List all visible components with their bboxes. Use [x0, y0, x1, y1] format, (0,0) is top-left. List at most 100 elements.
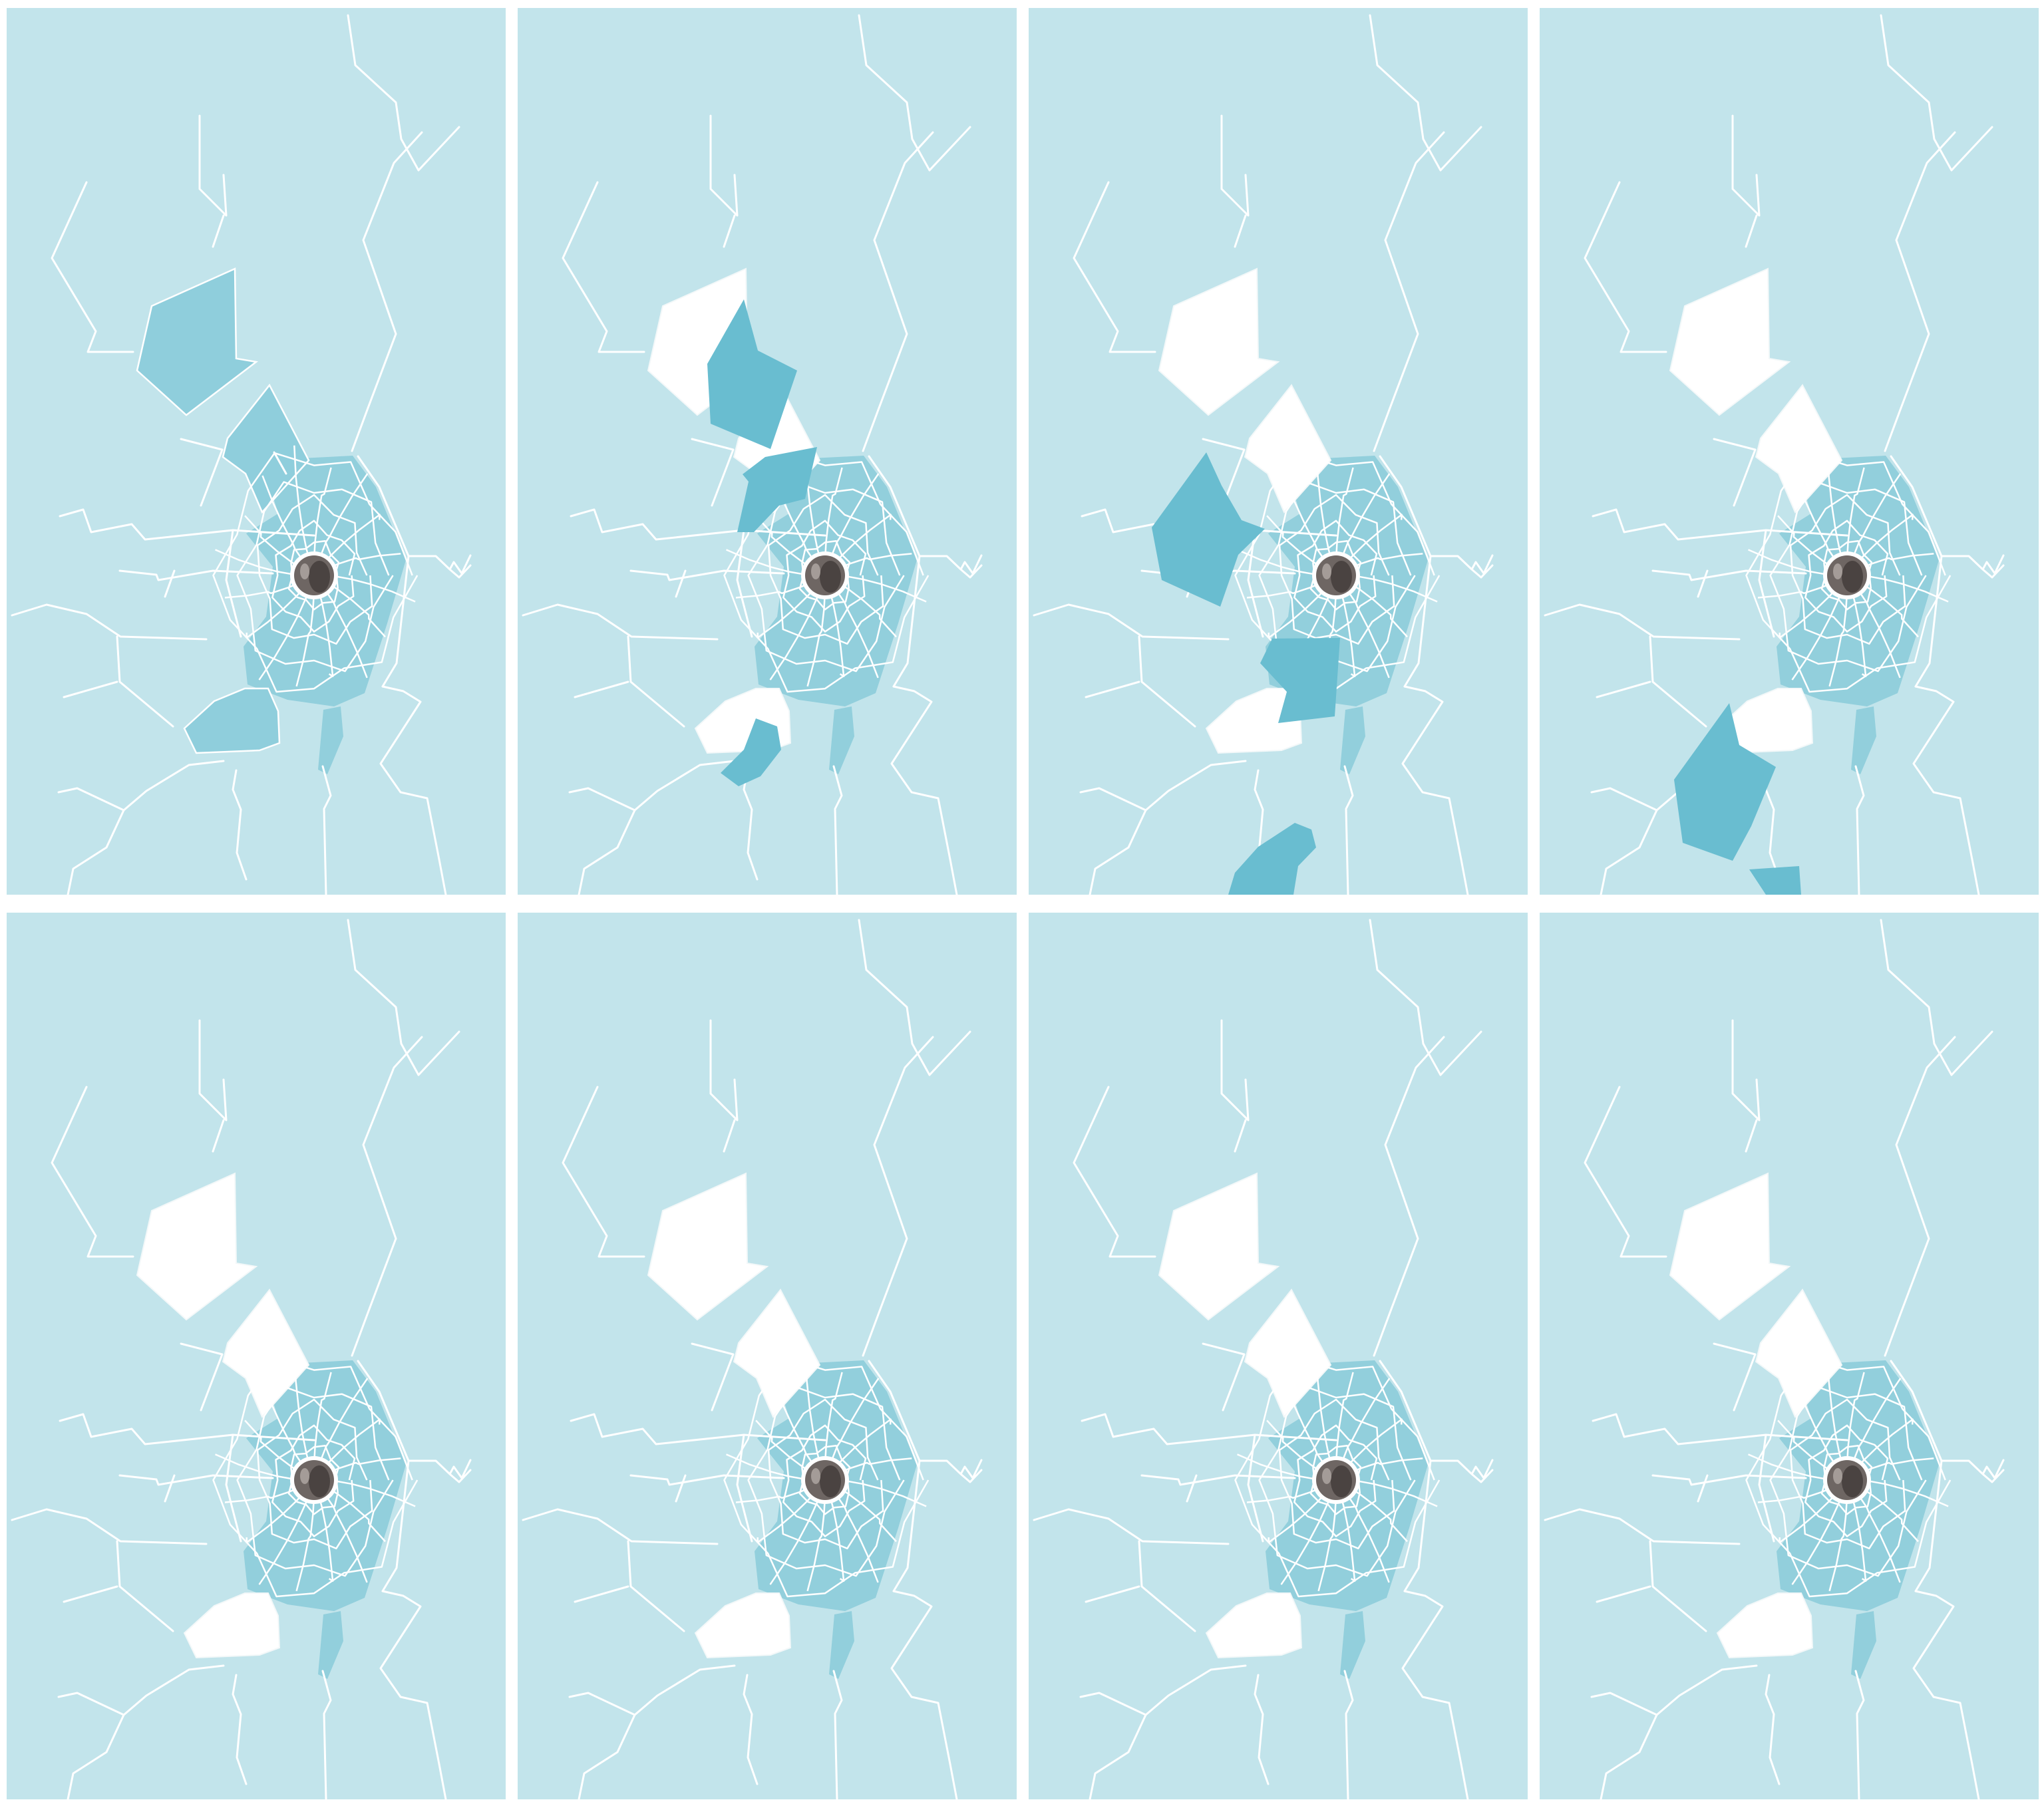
web-spoke-15	[1854, 1418, 1914, 1471]
crack-line-14	[890, 685, 958, 895]
crack-line-3	[51, 181, 134, 353]
glass-shard-2-hole	[1244, 1288, 1332, 1418]
web-spoke-16	[836, 1457, 912, 1475]
crack-line-16	[1890, 455, 1943, 688]
crack-line-11	[578, 1714, 636, 1799]
crack-line-15	[407, 554, 472, 579]
web-spoke-8	[1757, 581, 1836, 599]
glass-shard-3-cracked	[183, 687, 281, 754]
web-ring-6	[1234, 1356, 1441, 1598]
bullet-highlight	[811, 563, 820, 579]
crack-line-2	[198, 1019, 228, 1153]
glass-shard-3-hole	[1205, 1592, 1303, 1659]
web-spoke-12	[293, 445, 311, 563]
web-spoke-13	[1846, 467, 1865, 560]
glass-crack-lines	[522, 919, 983, 1799]
crack-line-5	[180, 1342, 224, 1412]
web-ring-3	[1293, 1424, 1378, 1537]
crack-line-2	[1220, 1019, 1250, 1153]
web-spoke-6	[1791, 1496, 1843, 1585]
crack-line-9	[63, 1540, 174, 1632]
web-ring-5	[747, 481, 905, 673]
web-spoke-3	[323, 1492, 368, 1583]
crack-line-4	[351, 131, 423, 452]
web-spoke-2	[1858, 580, 1919, 638]
flying-shard-lower-fragment	[1228, 823, 1316, 895]
web-ring-3	[271, 520, 356, 633]
bullet-hole-icon	[290, 1456, 338, 1504]
web-spoke-6	[1280, 1496, 1332, 1585]
web-spoke-4	[1339, 587, 1356, 678]
crack-line-15	[407, 1459, 472, 1483]
crack-line-3	[562, 181, 645, 353]
crack-line-15	[1940, 1459, 2005, 1483]
web-spoke-3	[834, 587, 879, 678]
web-spoke-5	[1828, 1495, 1848, 1592]
web-ring-6	[723, 452, 930, 693]
crack-line-1	[347, 14, 460, 172]
flying-shard-middle-fragment	[1260, 638, 1340, 723]
crack-line-3	[1073, 1086, 1156, 1258]
web-spoke-3	[1856, 1492, 1901, 1583]
flying-shard-lower-fragment	[1749, 866, 1801, 895]
crack-line-17	[1758, 451, 1820, 638]
web-spoke-2	[1858, 1485, 1919, 1543]
web-spoke-6	[258, 591, 310, 680]
web-spoke-3	[323, 587, 368, 678]
crack-line-12	[1765, 769, 1781, 881]
web-ring-5	[236, 481, 394, 673]
crack-line-9	[1085, 635, 1196, 728]
web-spoke-16	[1347, 1457, 1423, 1475]
web-spoke-7	[1779, 1489, 1840, 1543]
crack-line-14	[379, 1590, 447, 1799]
web-spoke-3	[834, 1492, 879, 1583]
crack-line-2	[1220, 114, 1250, 248]
web-spoke-2	[325, 1485, 386, 1543]
crack-line-14	[1401, 1590, 1469, 1799]
glass-crack-lines	[522, 14, 983, 895]
bullet-highlight	[300, 563, 309, 579]
web-ring-6	[1745, 452, 1952, 693]
crack-line-12	[232, 769, 248, 881]
web-ring-6	[1745, 1356, 1952, 1598]
glass-crack-lines	[11, 919, 472, 1799]
web-spoke-13	[824, 1372, 843, 1465]
crack-line-10	[57, 760, 225, 812]
frame-1-canvas	[11, 14, 472, 895]
flying-shard-upper-fragment	[1674, 703, 1776, 861]
web-spoke-12	[1315, 1350, 1333, 1468]
frame-8	[1540, 913, 2039, 1799]
web-ring-3	[1804, 1424, 1889, 1537]
glass-shard-2-hole	[1755, 384, 1843, 514]
impact-web	[212, 445, 419, 693]
web-spoke-8	[224, 581, 303, 599]
crack-line-13	[1343, 765, 1354, 895]
web-spoke-6	[769, 1496, 821, 1585]
web-spoke-8	[735, 581, 814, 599]
crack-line-10	[568, 1664, 736, 1716]
web-spoke-4	[828, 1492, 845, 1582]
glass-shard-3-hole	[183, 1592, 281, 1659]
crack-line-10	[1079, 760, 1247, 812]
crack-line-2	[709, 1019, 739, 1153]
bullet-hole-icon	[1312, 1456, 1360, 1504]
glass-shard-1-hole	[136, 1172, 258, 1321]
web-ring-3	[271, 1424, 356, 1537]
web-spoke-15	[1343, 514, 1403, 567]
frame-4-canvas	[1544, 14, 2005, 895]
bullet-shadow	[1842, 561, 1863, 593]
web-spoke-8	[735, 1485, 814, 1503]
crack-line-15	[918, 1459, 983, 1483]
crack-line-11	[67, 809, 125, 895]
crack-line-16	[1890, 1360, 1943, 1592]
bullet-hole-icon	[1823, 551, 1871, 599]
crack-line-4	[862, 1036, 934, 1357]
crack-line-15	[1429, 1459, 1494, 1483]
crack-line-14	[1401, 685, 1469, 895]
crack-line-15	[918, 554, 983, 579]
crack-line-16	[868, 455, 921, 688]
crack-line-4	[1884, 1036, 1956, 1357]
web-spoke-15	[832, 514, 892, 567]
crack-line-11	[1600, 1714, 1658, 1799]
glass-shard-2-hole	[733, 1288, 821, 1418]
